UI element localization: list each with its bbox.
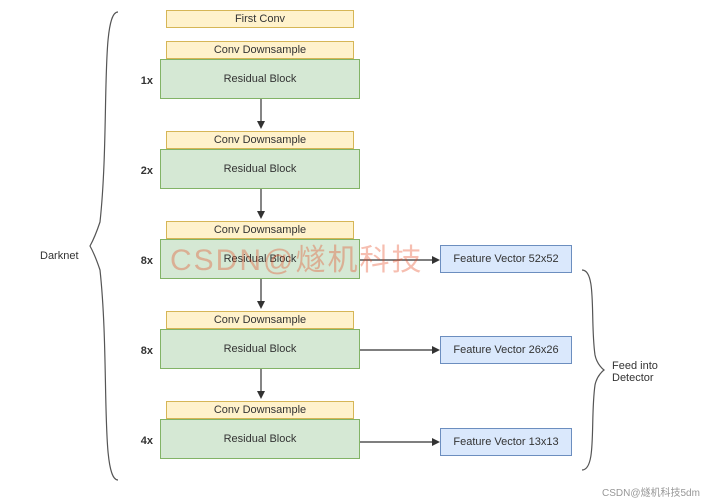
mult-2: 2x	[128, 165, 153, 177]
block-fv-13: Feature Vector 13x13	[440, 428, 572, 456]
brace-right	[582, 270, 607, 470]
label-darknet: Darknet	[40, 250, 79, 262]
arrow-4-5	[256, 369, 266, 399]
arrow-2-3	[256, 189, 266, 219]
block-fv-26: Feature Vector 26x26	[440, 336, 572, 364]
block-residual-3: Residual Block	[160, 239, 360, 279]
mult-5: 4x	[128, 435, 153, 447]
mult-1: 1x	[128, 75, 153, 87]
block-conv-down-5: Conv Downsample	[166, 401, 354, 419]
arrow-1-2	[256, 99, 266, 129]
mult-4: 8x	[128, 345, 153, 357]
block-conv-down-1: Conv Downsample	[166, 41, 354, 59]
label-feed: Feed into Detector	[612, 360, 662, 384]
block-residual-2: Residual Block	[160, 149, 360, 189]
block-first-conv: First Conv	[166, 10, 354, 28]
block-residual-4: Residual Block	[160, 329, 360, 369]
block-conv-down-2: Conv Downsample	[166, 131, 354, 149]
arrow-3-fv	[360, 255, 440, 265]
block-residual-1: Residual Block	[160, 59, 360, 99]
watermark-bottom: CSDN@燧机科技5dm	[602, 484, 700, 499]
brace-left	[90, 12, 120, 480]
arrow-4-fv	[360, 345, 440, 355]
mult-3: 8x	[128, 255, 153, 267]
block-conv-down-4: Conv Downsample	[166, 311, 354, 329]
block-conv-down-3: Conv Downsample	[166, 221, 354, 239]
arrow-3-4	[256, 279, 266, 309]
block-residual-5: Residual Block	[160, 419, 360, 459]
arrow-5-fv	[360, 437, 440, 447]
block-fv-52: Feature Vector 52x52	[440, 245, 572, 273]
